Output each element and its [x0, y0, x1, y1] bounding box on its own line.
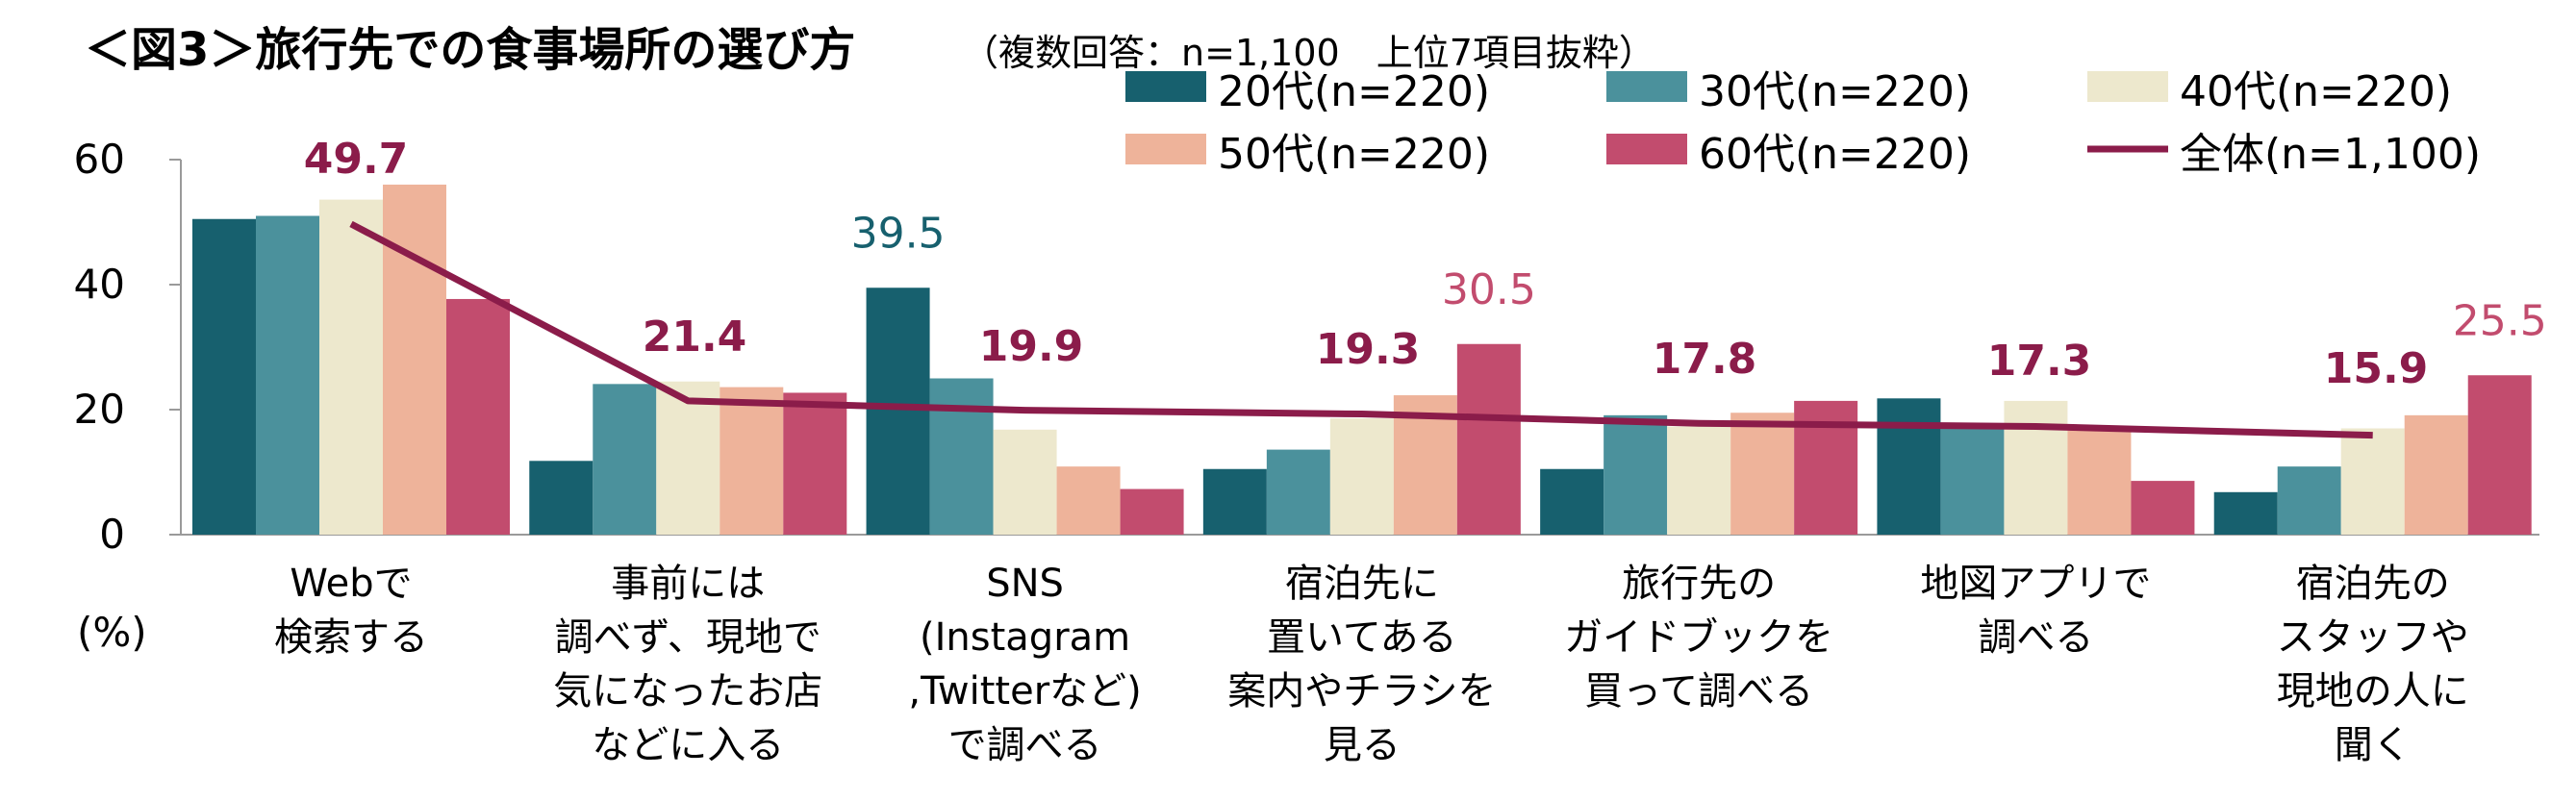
bar	[656, 381, 720, 535]
category-label: SNS (Instagram ,Twitterなど)で調べる	[908, 562, 1141, 767]
bar-value-label: 39.5	[851, 209, 946, 258]
legend-swatch	[1606, 134, 1687, 164]
bar	[2213, 491, 2278, 535]
category-label: 宿泊先のスタッフや現地の人に聞く	[2277, 562, 2469, 767]
legend-label: 30代(n=220)	[1699, 67, 1971, 116]
bar	[2467, 375, 2532, 535]
legend-swatch	[1606, 71, 1687, 102]
bar	[2131, 481, 2195, 535]
chart-subtitle: （複数回答：n=1,100 上位7項目抜粋）	[962, 32, 1655, 74]
bar	[993, 429, 1057, 535]
bar	[256, 215, 319, 535]
legend-label: 20代(n=220)	[1218, 67, 1490, 116]
bar	[2004, 400, 2068, 535]
y-tick-label: 60	[74, 136, 125, 183]
bar	[593, 384, 657, 535]
bar	[1202, 468, 1267, 535]
bar	[2340, 428, 2405, 535]
y-tick-label: 40	[74, 261, 125, 308]
category-label: 宿泊先に置いてある案内やチラシを見る	[1227, 562, 1496, 767]
bar	[2277, 466, 2341, 535]
bar	[720, 387, 784, 535]
legend-label: 50代(n=220)	[1218, 130, 1490, 179]
bar	[383, 185, 446, 535]
bar	[529, 461, 593, 535]
bar	[1329, 418, 1394, 535]
bar	[1940, 426, 2005, 535]
overall-value-label: 19.3	[1316, 325, 1421, 374]
legend-swatch	[2087, 71, 2168, 102]
overall-value-label: 19.9	[979, 322, 1084, 371]
legend-label: 全体(n=1,100)	[2180, 130, 2481, 179]
overall-value-label: 17.3	[1987, 337, 2092, 386]
bar	[1604, 414, 1668, 535]
y-tick-label: 20	[74, 386, 125, 433]
bar	[319, 199, 383, 535]
bar-value-label: 30.5	[1442, 265, 1536, 314]
chart-title: ＜図3＞旅行先での食事場所の選び方	[85, 23, 855, 77]
bar	[2404, 414, 2468, 535]
legend-label: 60代(n=220)	[1699, 130, 1971, 179]
bar	[446, 298, 510, 535]
legend-swatch	[1125, 134, 1206, 164]
overall-value-label: 49.7	[304, 135, 409, 184]
bar-value-label: 25.5	[2453, 296, 2547, 345]
category-label: 地図アプリで調べる	[1920, 562, 2151, 660]
bar	[2067, 426, 2132, 535]
bar	[1456, 343, 1521, 535]
bar	[1120, 488, 1184, 535]
bar	[1056, 466, 1121, 535]
legend-label: 40代(n=220)	[2180, 67, 2452, 116]
bar	[192, 218, 256, 535]
bar	[1730, 413, 1795, 535]
bar	[1540, 468, 1604, 535]
bar	[1667, 426, 1731, 535]
overall-value-label: 17.8	[1653, 335, 1757, 384]
category-label: 旅行先のガイドブックを買って調べる	[1564, 562, 1833, 713]
category-label: Webで検索する	[274, 562, 428, 660]
y-axis-label: (%)	[77, 609, 147, 656]
bar	[1266, 449, 1330, 535]
overall-value-label: 21.4	[643, 313, 747, 362]
legend-swatch	[1125, 71, 1206, 102]
bar	[866, 288, 930, 535]
category-label: 事前には調べず、現地で気になったお店などに入る	[553, 562, 822, 767]
bar	[1794, 400, 1858, 535]
bar	[929, 378, 994, 535]
overall-value-label: 15.9	[2324, 344, 2429, 393]
y-tick-label: 0	[99, 511, 125, 558]
bar	[1877, 398, 1941, 535]
bar	[783, 392, 847, 535]
